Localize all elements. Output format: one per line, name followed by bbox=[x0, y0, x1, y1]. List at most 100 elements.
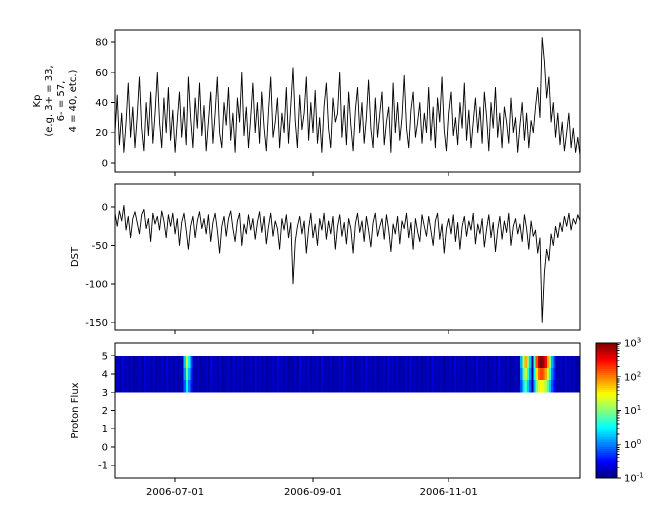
heatmap-cell bbox=[416, 367, 419, 381]
colorbar-segment bbox=[596, 383, 617, 386]
heatmap-cell bbox=[411, 355, 415, 369]
heatmap-cell bbox=[305, 380, 308, 393]
heatmap-cell bbox=[367, 355, 370, 369]
heatmap-cell bbox=[577, 355, 581, 369]
heatmap-cell bbox=[168, 367, 171, 381]
heatmap-cell bbox=[148, 380, 151, 393]
heatmap-cell bbox=[234, 367, 237, 381]
heatmap-cell bbox=[227, 355, 231, 369]
heatmap-cell bbox=[489, 355, 492, 369]
heatmap-cell bbox=[577, 367, 581, 381]
heatmap-cell bbox=[243, 367, 246, 381]
heatmap-cell bbox=[546, 355, 550, 369]
heatmap-cell bbox=[121, 380, 125, 393]
heatmap-cell bbox=[126, 367, 129, 381]
heatmap-cell bbox=[270, 380, 273, 393]
kp-ytick-label: 0 bbox=[102, 158, 108, 169]
heatmap-cell bbox=[418, 380, 421, 393]
heatmap-cell bbox=[358, 380, 361, 393]
heatmap-cell bbox=[416, 355, 419, 369]
heatmap-cell bbox=[531, 380, 534, 393]
heatmap-cell bbox=[281, 367, 284, 381]
heatmap-cell bbox=[513, 355, 516, 369]
heatmap-cell bbox=[234, 380, 237, 393]
heatmap-cell bbox=[332, 367, 335, 381]
colorbar-segment bbox=[596, 427, 617, 430]
dst-ytick-label: -150 bbox=[85, 318, 108, 329]
heatmap-cell bbox=[332, 380, 335, 393]
heatmap-cell bbox=[498, 355, 501, 369]
heatmap-cell bbox=[252, 380, 255, 393]
heatmap-cell bbox=[340, 367, 344, 381]
heatmap-cell bbox=[172, 355, 175, 369]
heatmap-cell bbox=[568, 355, 572, 369]
heatmap-cell bbox=[436, 380, 439, 393]
heatmap-cell bbox=[316, 367, 319, 381]
heatmap-cell bbox=[318, 367, 322, 381]
heatmap-cell bbox=[391, 380, 395, 393]
heatmap-cell bbox=[502, 380, 505, 393]
heatmap-cell bbox=[196, 380, 200, 393]
colorbar-segment bbox=[596, 399, 617, 403]
heatmap-cell bbox=[287, 367, 291, 381]
heatmap-cell bbox=[509, 380, 512, 393]
heatmap-cell bbox=[137, 367, 140, 381]
heatmap-cell bbox=[475, 380, 479, 393]
heatmap-cell bbox=[549, 380, 552, 393]
colorbar-segment bbox=[596, 391, 617, 395]
heatmap-cell bbox=[347, 355, 350, 369]
heatmap-cell bbox=[471, 367, 474, 381]
heatmap-cell bbox=[294, 367, 297, 381]
heatmap-cell bbox=[126, 355, 129, 369]
heatmap-cell bbox=[440, 355, 443, 369]
heatmap-cell bbox=[478, 380, 481, 393]
heatmap-cell bbox=[318, 355, 322, 369]
heatmap-cell bbox=[431, 380, 435, 393]
colorbar-segment bbox=[596, 421, 617, 424]
colorbar-segment bbox=[596, 425, 617, 428]
heatmap-cell bbox=[493, 367, 497, 381]
heatmap-cell bbox=[221, 367, 224, 381]
heatmap-cell bbox=[394, 380, 397, 393]
heatmap-cell bbox=[128, 367, 131, 381]
heatmap-cell bbox=[402, 380, 406, 393]
heatmap-cell bbox=[529, 355, 532, 369]
heatmap-cell bbox=[491, 380, 494, 393]
heatmap-cell bbox=[168, 380, 171, 393]
heatmap-cell bbox=[336, 355, 339, 369]
heatmap-cell bbox=[433, 355, 437, 369]
colorbar-tick-label: 102 bbox=[624, 370, 641, 383]
heatmap-cell bbox=[258, 380, 262, 393]
heatmap-cell bbox=[480, 355, 483, 369]
heatmap-cell bbox=[320, 367, 324, 381]
heatmap-cell bbox=[420, 367, 423, 381]
heatmap-cell bbox=[174, 355, 178, 369]
heatmap-cell bbox=[418, 355, 421, 369]
heatmap-cell bbox=[498, 380, 501, 393]
heatmap-cell bbox=[312, 355, 315, 369]
heatmap-cell bbox=[150, 367, 153, 381]
heatmap-cell bbox=[575, 367, 578, 381]
heatmap-cell bbox=[400, 355, 404, 369]
heatmap-cell bbox=[123, 355, 127, 369]
heatmap-cell bbox=[261, 380, 264, 393]
heatmap-cell bbox=[524, 355, 528, 369]
heatmap-cell bbox=[385, 380, 388, 393]
heatmap-cell bbox=[221, 355, 224, 369]
heatmap-cell bbox=[203, 355, 206, 369]
heatmap-cell bbox=[522, 380, 525, 393]
colorbar-segment bbox=[596, 380, 617, 384]
heatmap-cell bbox=[130, 367, 133, 381]
heatmap-cell bbox=[263, 380, 266, 393]
heatmap-cell bbox=[464, 367, 468, 381]
heatmap-cell bbox=[188, 355, 191, 369]
colorbar-segment bbox=[596, 459, 617, 462]
heatmap-cell bbox=[340, 355, 344, 369]
heatmap-cell bbox=[535, 355, 539, 369]
heatmap-cell bbox=[303, 355, 306, 369]
heatmap-cell bbox=[382, 367, 386, 381]
kp-axes-frame bbox=[114, 29, 581, 173]
heatmap-cell bbox=[332, 355, 335, 369]
kp-series-line bbox=[114, 37, 581, 156]
heatmap-cell bbox=[438, 355, 441, 369]
